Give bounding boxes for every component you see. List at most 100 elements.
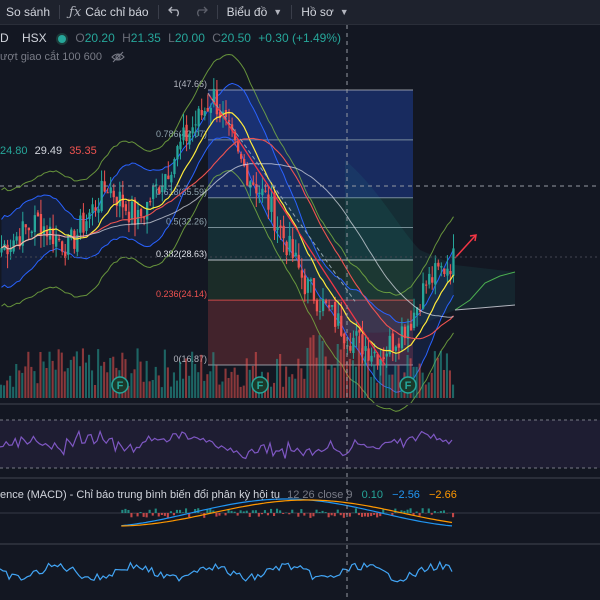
ma-value-3: 35.35 [69,145,97,157]
volume-bar [218,384,221,398]
volume-bar [245,358,248,398]
volume-bar [318,335,321,398]
macd-histogram-bar [130,513,133,518]
macd-histogram-bar [373,513,376,515]
chevron-down-icon: ▼ [273,7,283,17]
macd-histogram-bar [376,513,379,518]
macd-histogram-bar [145,513,148,518]
candle-body [6,244,9,255]
candle-body [288,235,291,252]
candle-body [297,254,300,268]
macd-histogram-bar [391,513,394,516]
candle-body [276,227,279,230]
macd-histogram-bar [194,509,197,513]
macd-title[interactable]: ence (MACD) - Chỉ báo trung bình biến đổ… [0,489,281,501]
candle-body [42,226,46,234]
candle-body [273,194,276,231]
exchange-label: HSX [22,31,47,45]
chart-menu-button[interactable]: Biểu đồ ▼ [221,0,289,24]
volume-bar [0,384,3,398]
candle-body [312,278,316,301]
volume-bar [324,356,327,398]
macd-histogram-bar [427,508,430,513]
macd-histogram-bar [245,510,248,513]
macd-histogram-bar [166,513,169,518]
volume-bar [276,358,279,398]
fibonacci-retracement[interactable]: 1(47.66) 0.786(42.07) 0.618(35.59) 0.5(32.2… [156,79,413,366]
event-marker-circle [111,376,129,394]
drawing-tools[interactable] [207,92,477,366]
high-value: 21.35 [130,31,161,45]
volume-bar [248,369,251,398]
volume-bar [330,364,333,398]
volume-bar [130,373,133,398]
volume-bar [72,356,75,398]
volume-bar [357,336,360,398]
candle-body [309,279,313,282]
eye-off-icon[interactable] [111,51,125,63]
macd-histogram-bar [251,510,254,513]
toolbar-divider [157,5,159,19]
candle-body [167,175,170,180]
band-lower [1,136,454,393]
volume-bar [175,380,178,398]
symbol-ticker[interactable]: D [0,31,9,45]
keltner-upper [1,53,454,296]
indicators-label: Các chỉ báo [85,5,149,19]
volume-bar [24,366,27,398]
volume-bar [172,372,175,398]
fib-level-label: 0.236(24.14) [156,289,207,299]
candle-body [367,348,370,361]
macd-line-value: −2.56 [392,489,420,501]
volume-bars [0,334,455,398]
macd-histogram-bar [367,513,370,517]
candle-body [136,210,140,225]
volume-bar [136,348,139,398]
macd-histogram-bar [430,513,433,515]
open-value: 20.20 [84,31,115,45]
macd-histogram-bar [230,510,233,513]
candle-body [94,207,97,211]
candle-body [0,248,3,253]
indicators-button[interactable]: ƒx Các chỉ báo [63,0,155,24]
macd-histogram-bar [279,510,282,513]
candle-body [331,305,334,307]
bollinger-bands [1,53,454,412]
macd-histogram-bar [179,509,182,513]
candle-body [121,194,124,208]
macd-histogram-bar [309,513,312,518]
macd-histogram-bar [361,513,364,517]
candle-body [70,229,73,239]
candle-body [406,325,410,339]
redo-button[interactable] [188,0,214,24]
chart-canvas[interactable]: 1(47.66) 0.786(42.07) 0.618(35.59) 0.5(32.2… [0,25,600,600]
oscillator-line [0,560,453,583]
macd-histogram-bar [257,513,260,517]
macd-signal-line [121,499,453,527]
volume-bar [160,387,163,398]
volume-bar [367,359,370,398]
macd-histogram-bar [124,508,127,513]
volume-bar [339,349,342,398]
macd-histogram-bar [348,513,351,517]
candle-body [370,355,373,362]
volume-bar [415,366,418,398]
candle-body [88,212,91,220]
event-marker-circle [399,376,417,394]
trend-line [207,92,386,366]
candle-body [415,307,419,316]
candle-body [422,283,425,309]
macd-histogram-bar [303,513,306,516]
undo-button[interactable] [162,0,188,24]
band-upper [1,82,454,324]
compare-button[interactable]: So sánh [0,0,56,24]
volume-bar [151,380,154,398]
volume-bar [54,369,57,398]
moving-averages [1,111,455,354]
profile-menu-button[interactable]: Hồ sơ ▼ [295,0,354,24]
candle-body [173,159,176,175]
volume-bar [376,382,379,398]
volume-bar [81,348,84,398]
macd-histogram-bar [142,513,145,517]
